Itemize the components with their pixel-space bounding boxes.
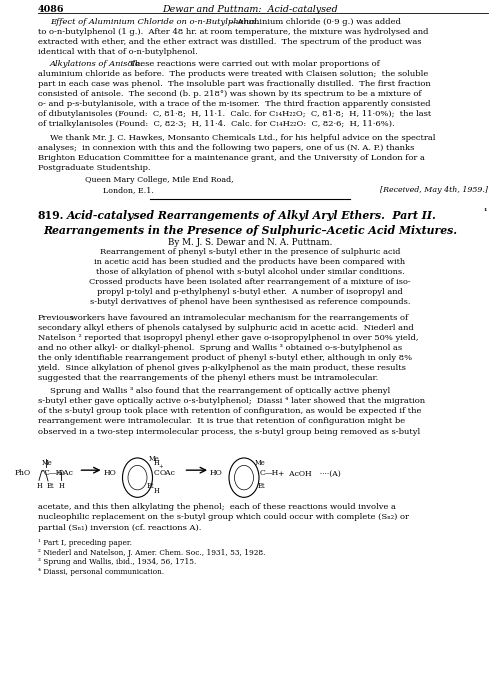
Text: C: C bbox=[44, 469, 49, 477]
Text: those of alkylation of phenol with s-butyl alcohol under similar conditions.: those of alkylation of phenol with s-but… bbox=[96, 268, 405, 276]
Text: Et: Et bbox=[147, 482, 154, 490]
Text: Et: Et bbox=[258, 482, 265, 490]
Text: suggested that the rearrangements of the phenyl ethers must be intramolecular.: suggested that the rearrangements of the… bbox=[38, 374, 378, 382]
Text: We thank Mr. J. C. Hawkes, Monsanto Chemicals Ltd., for his helpful advice on th: We thank Mr. J. C. Hawkes, Monsanto Chem… bbox=[50, 134, 436, 142]
Text: OAc: OAc bbox=[160, 469, 176, 477]
Text: +: + bbox=[158, 464, 163, 469]
Text: H: H bbox=[58, 482, 64, 490]
Text: propyl p-tolyl and p-ethylphenyl s-butyl ether.  A number of isopropyl and: propyl p-tolyl and p-ethylphenyl s-butyl… bbox=[97, 288, 403, 296]
Text: part in each case was phenol.  The insoluble part was fractionally distilled.  T: part in each case was phenol. The insolu… bbox=[38, 80, 430, 88]
Text: OAc: OAc bbox=[58, 469, 74, 477]
Text: acetate, and this then alkylating the phenol;  each of these reactions would inv: acetate, and this then alkylating the ph… bbox=[38, 503, 396, 511]
Text: Postgraduate Studentship.: Postgraduate Studentship. bbox=[38, 164, 150, 172]
Text: 4086: 4086 bbox=[38, 5, 64, 14]
Text: and no other alkyl- or dialkyl-phenol.  Sprung and Wallis ³ obtained o-s-butylph: and no other alkyl- or dialkyl-phenol. S… bbox=[38, 344, 402, 352]
Text: By M. J. S. Dewar and N. A. Puttnam.: By M. J. S. Dewar and N. A. Puttnam. bbox=[168, 238, 332, 246]
Text: ····(A): ····(A) bbox=[315, 470, 341, 478]
Text: consisted of anisole.  The second (b. p. 218°) was shown by its spectrum to be a: consisted of anisole. The second (b. p. … bbox=[38, 90, 421, 98]
Text: workers have favoured an intramolecular mechanism for the rearrangements of: workers have favoured an intramolecular … bbox=[68, 314, 407, 322]
Text: HO: HO bbox=[210, 469, 223, 477]
Text: Effect of Aluminium Chloride on o-n-Butylphenol.: Effect of Aluminium Chloride on o-n-Buty… bbox=[50, 18, 259, 26]
Text: rearrangement were intramolecular.  It is true that retention of configuration m: rearrangement were intramolecular. It is… bbox=[38, 418, 405, 426]
Text: Me: Me bbox=[42, 458, 53, 466]
Text: —H: —H bbox=[265, 469, 279, 477]
Text: ³ Sprung and Wallis, ibid., 1934, 56, 1715.: ³ Sprung and Wallis, ibid., 1934, 56, 17… bbox=[38, 558, 196, 566]
Text: C: C bbox=[154, 469, 159, 477]
Text: Me: Me bbox=[148, 455, 159, 463]
Text: to o-n-butylphenol (1 g.).  After 48 hr. at room temperature, the mixture was hy: to o-n-butylphenol (1 g.). After 48 hr. … bbox=[38, 28, 428, 36]
Text: Me: Me bbox=[255, 458, 266, 466]
Text: —Aluminium chloride (0·9 g.) was added: —Aluminium chloride (0·9 g.) was added bbox=[229, 18, 401, 26]
Text: 819.: 819. bbox=[38, 210, 64, 221]
Text: Rearrangement of phenyl s-butyl ether in the presence of sulphuric acid: Rearrangement of phenyl s-butyl ether in… bbox=[100, 248, 400, 256]
Text: Acid-catalysed Rearrangements of Alkyl Aryl Ethers.  Part II.: Acid-catalysed Rearrangements of Alkyl A… bbox=[66, 210, 436, 221]
Text: in acetic acid has been studied and the products have been compared with: in acetic acid has been studied and the … bbox=[94, 258, 406, 266]
Text: secondary alkyl ethers of phenols catalysed by sulphuric acid in acetic acid.  N: secondary alkyl ethers of phenols cataly… bbox=[38, 324, 413, 331]
Text: the only identifiable rearrangement product of phenyl s-butyl ether, although in: the only identifiable rearrangement prod… bbox=[38, 354, 412, 362]
Text: identical with that of o-n-butylphenol.: identical with that of o-n-butylphenol. bbox=[38, 48, 197, 56]
Text: ² Niederl and Natelson, J. Amer. Chem. Soc., 1931, 53, 1928.: ² Niederl and Natelson, J. Amer. Chem. S… bbox=[38, 549, 265, 557]
Text: Brighton Education Committee for a maintenance grant, and the University of Lond: Brighton Education Committee for a maint… bbox=[38, 153, 424, 162]
Text: Alkylations of Anisole.: Alkylations of Anisole. bbox=[50, 60, 144, 68]
Text: yield.  Since alkylation of phenol gives p-alkylphenol as the main product, thes: yield. Since alkylation of phenol gives … bbox=[38, 364, 406, 372]
Text: PhO: PhO bbox=[15, 469, 31, 477]
Text: extracted with ether, and the ether extract was distilled.  The spectrum of the : extracted with ether, and the ether extr… bbox=[38, 38, 421, 45]
Text: o- and p-s-butylanisole, with a trace of the m-isomer.  The third fraction appar: o- and p-s-butylanisole, with a trace of… bbox=[38, 100, 430, 108]
Text: +  AcOH: + AcOH bbox=[278, 470, 312, 478]
Text: ⁴ Diassi, personal communication.: ⁴ Diassi, personal communication. bbox=[38, 568, 164, 576]
Text: s-butyl derivatives of phenol have been synthesised as reference compounds.: s-butyl derivatives of phenol have been … bbox=[90, 298, 410, 306]
Text: Et: Et bbox=[46, 482, 54, 490]
Text: Dewar and Puttnam:  Acid-catalysed: Dewar and Puttnam: Acid-catalysed bbox=[162, 5, 338, 14]
Text: ¹ Part I, preceding paper.: ¹ Part I, preceding paper. bbox=[38, 539, 132, 547]
Text: —H: —H bbox=[49, 469, 63, 477]
Text: partial (Sₙ₁) inversion (cf. reactions A).: partial (Sₙ₁) inversion (cf. reactions A… bbox=[38, 524, 201, 532]
Text: C: C bbox=[260, 469, 266, 477]
Text: Rearrangements in the Presence of Sulphuric–Acetic Acid Mixtures.: Rearrangements in the Presence of Sulphu… bbox=[43, 225, 457, 236]
Text: nucleophilic replacement on the s-butyl group which could occur with complete (S: nucleophilic replacement on the s-butyl … bbox=[38, 513, 408, 521]
Text: s-butyl ether gave optically active o-s-butylphenol;  Diassi ⁴ later showed that: s-butyl ether gave optically active o-s-… bbox=[38, 397, 424, 405]
Text: Queen Mary College, Mile End Road,: Queen Mary College, Mile End Road, bbox=[85, 176, 234, 184]
Text: H: H bbox=[37, 481, 43, 490]
Text: ¹: ¹ bbox=[483, 208, 486, 216]
Text: of the s-butyl group took place with retention of configuration, as would be exp: of the s-butyl group took place with ret… bbox=[38, 407, 421, 416]
Text: aluminium chloride as before.  The products were treated with Claisen solution; : aluminium chloride as before. The produc… bbox=[38, 70, 428, 78]
Text: H: H bbox=[154, 459, 159, 467]
Text: of trialkylanisoles (Found:  C, 82·3;  H, 11·4.  Calc. for C₁₄H₂₂O:  C, 82·6;  H: of trialkylanisoles (Found: C, 82·3; H, … bbox=[38, 120, 394, 128]
Text: Sprung and Wallis ³ also found that the rearrangement of optically active phenyl: Sprung and Wallis ³ also found that the … bbox=[50, 387, 390, 395]
Text: Previous: Previous bbox=[38, 314, 74, 322]
Text: of dibutylanisoles (Found:  C, 81·8;  H, 11·1.  Calc. for C₁₄H₂₂O;  C, 81·8;  H,: of dibutylanisoles (Found: C, 81·8; H, 1… bbox=[38, 110, 431, 118]
Text: London, E.1.: London, E.1. bbox=[102, 186, 154, 194]
Text: These reactions were carried out with molar proportions of: These reactions were carried out with mo… bbox=[124, 60, 380, 68]
Text: Natelson ² reported that isopropyl phenyl ether gave o-isopropylphenol in over 5: Natelson ² reported that isopropyl pheny… bbox=[38, 333, 418, 342]
Text: observed in a two-step intermolecular process, the s-butyl group being removed a: observed in a two-step intermolecular pr… bbox=[38, 428, 420, 435]
Text: H: H bbox=[154, 487, 159, 495]
Text: HO: HO bbox=[104, 469, 116, 477]
Text: [Received, May 4th, 1959.]: [Received, May 4th, 1959.] bbox=[380, 186, 488, 194]
Text: analyses;  in connexion with this and the following two papers, one of us (N. A.: analyses; in connexion with this and the… bbox=[38, 144, 414, 151]
Text: Crossed products have been isolated after rearrangement of a mixture of iso-: Crossed products have been isolated afte… bbox=[89, 278, 411, 286]
